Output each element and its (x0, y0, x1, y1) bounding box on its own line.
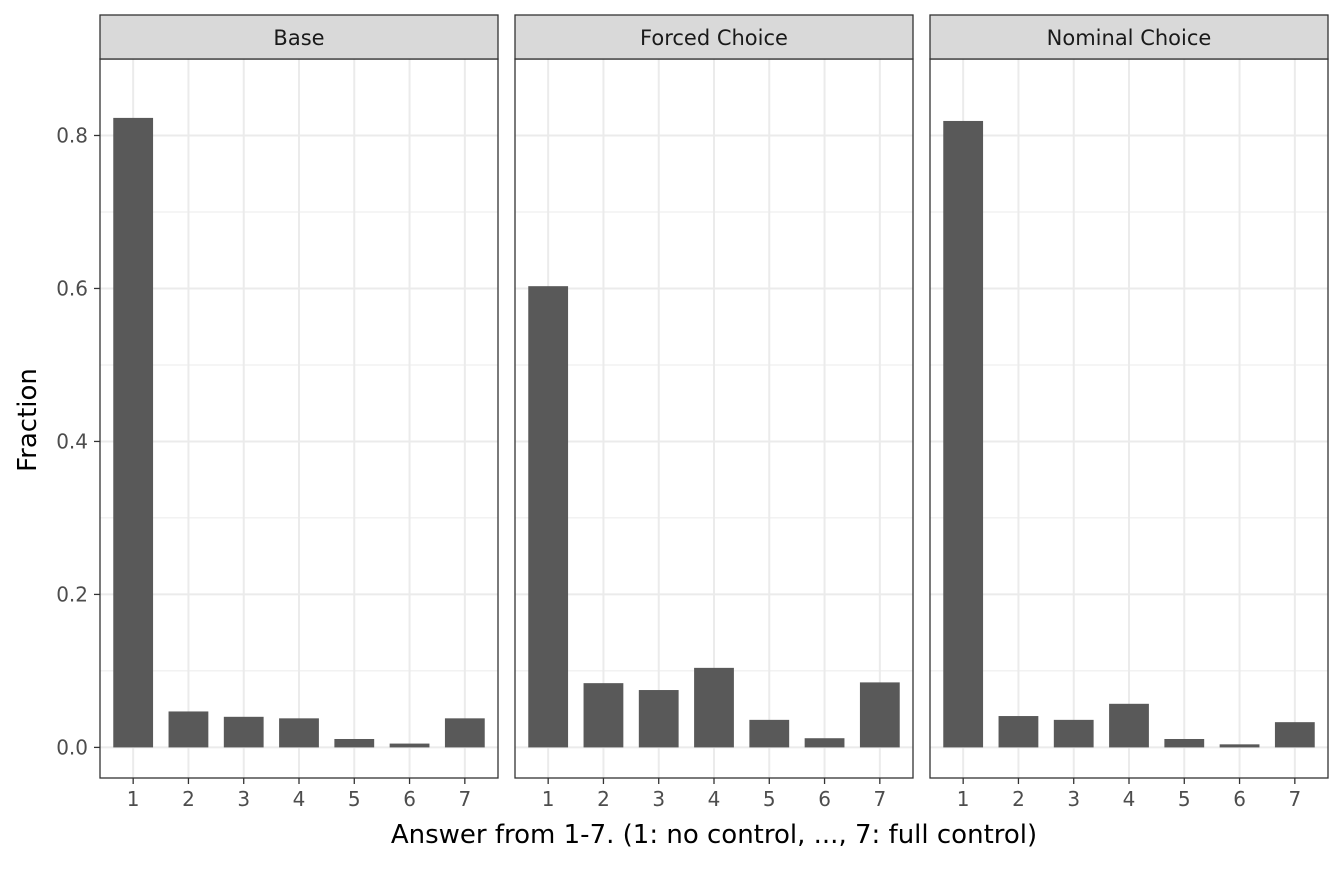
y-tick-label: 0.4 (56, 429, 88, 453)
bar-5 (334, 738, 375, 748)
bar-1 (113, 117, 154, 748)
bar-1 (528, 286, 569, 748)
x-tick-label: 7 (873, 787, 886, 811)
bar-6 (389, 743, 430, 748)
x-tick-label: 1 (127, 787, 140, 811)
x-tick-label: 3 (1067, 787, 1080, 811)
x-tick-label: 4 (708, 787, 721, 811)
facet-strip (514, 14, 914, 60)
bar-3 (223, 716, 264, 748)
bar-5 (1164, 738, 1205, 748)
x-tick-label: 3 (237, 787, 250, 811)
bar-4 (279, 718, 319, 748)
x-tick-label: 5 (763, 787, 776, 811)
x-tick-label: 4 (1123, 787, 1136, 811)
facet-panel-3: Nominal Choice 1 2 3 4 5 6 7 (929, 14, 1329, 811)
bar-2 (168, 711, 209, 748)
x-tick-label: 6 (818, 787, 831, 811)
y-tick-label: 0.2 (56, 582, 88, 606)
x-tick-label: 4 (293, 787, 306, 811)
x-tick-label: 6 (1233, 787, 1246, 811)
bar-7 (444, 718, 485, 748)
x-tick-label: 2 (182, 787, 195, 811)
facet-strip-label: Base (273, 26, 324, 50)
bar-7 (1274, 722, 1315, 748)
bar-6 (1219, 744, 1260, 748)
bar-2 (583, 683, 624, 748)
x-tick-label: 3 (652, 787, 665, 811)
y-axis-title: Fraction (13, 368, 43, 472)
facet-strip (99, 14, 499, 60)
bar-1 (943, 120, 984, 748)
bar-2 (998, 716, 1039, 748)
x-tick-label: 7 (1288, 787, 1301, 811)
x-tick-label: 7 (458, 787, 471, 811)
facet-panel-1: Base 1 2 3 4 5 6 7 0.0 0.2 0.4 0.6 0.8 (56, 14, 499, 811)
facet-strip-label: Forced Choice (640, 26, 788, 50)
facet-panel-2: Forced Choice 1 2 3 4 5 6 7 (514, 14, 914, 811)
x-tick-label: 6 (403, 787, 416, 811)
x-tick-label: 2 (1012, 787, 1025, 811)
bar-5 (749, 719, 790, 748)
bar-6 (804, 738, 845, 748)
bar-4 (1109, 703, 1149, 748)
facet-strip-label: Nominal Choice (1047, 26, 1212, 50)
x-axis-title: Answer from 1-7. (1: no control, ..., 7:… (391, 820, 1037, 850)
y-tick-label: 0.8 (56, 123, 88, 147)
x-tick-label: 2 (597, 787, 610, 811)
x-tick-label: 5 (1178, 787, 1191, 811)
x-tick-label: 1 (542, 787, 555, 811)
bar-3 (638, 690, 679, 748)
x-tick-label: 1 (957, 787, 970, 811)
bar-7 (859, 682, 900, 748)
facet-strip (929, 14, 1329, 60)
y-tick-label: 0.0 (56, 735, 88, 759)
bar-4 (694, 667, 734, 748)
bar-3 (1053, 719, 1094, 748)
x-tick-label: 5 (348, 787, 361, 811)
y-tick-label: 0.6 (56, 276, 88, 300)
